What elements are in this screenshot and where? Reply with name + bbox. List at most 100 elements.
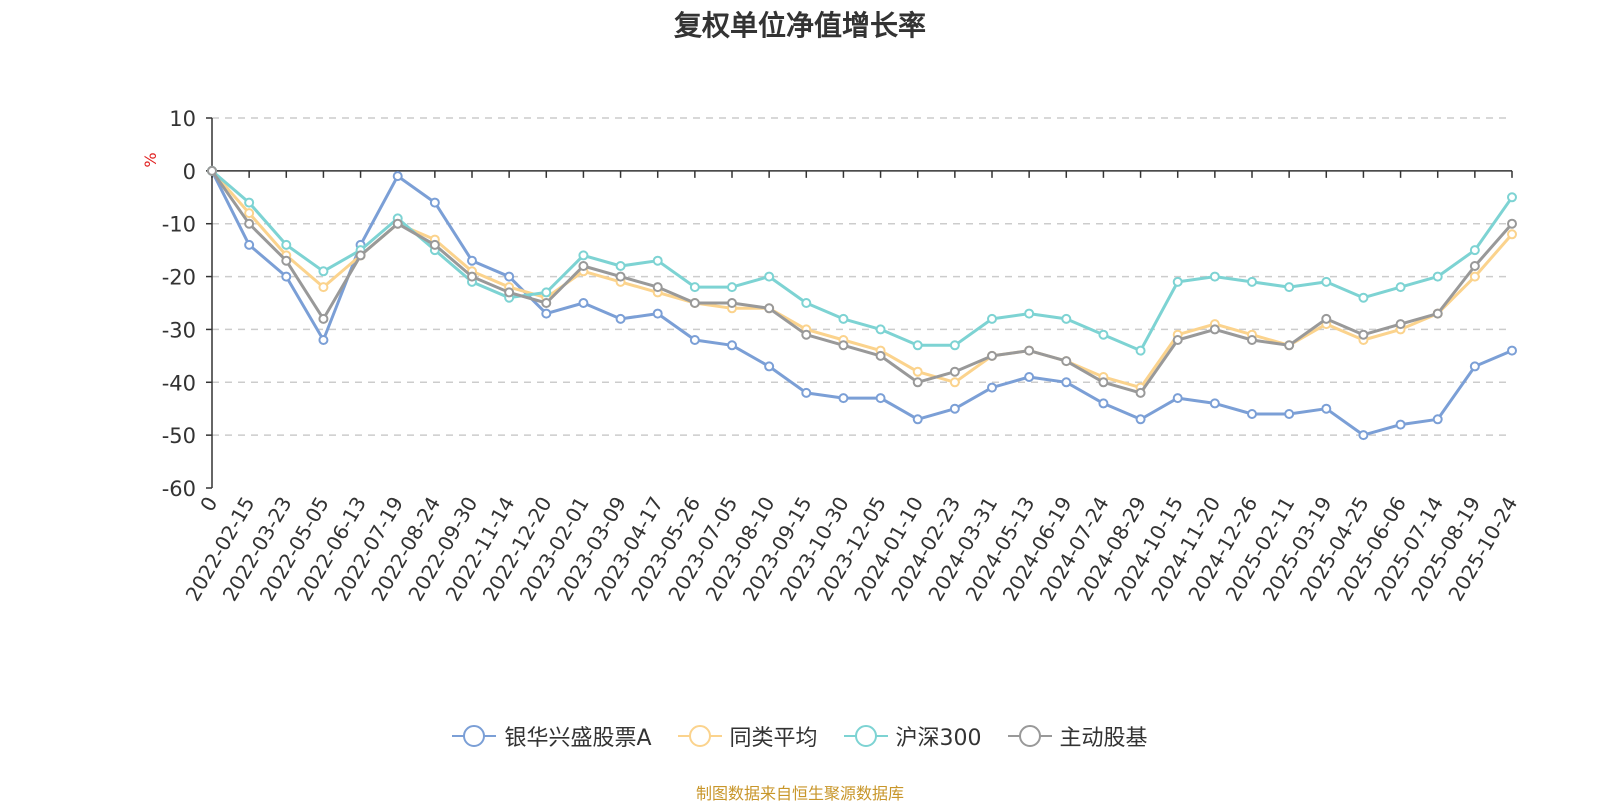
legend-marker-icon — [1007, 725, 1052, 747]
data-point — [355, 250, 366, 261]
data-point — [727, 282, 737, 293]
data-point — [244, 239, 255, 250]
data-point — [615, 271, 626, 282]
data-point — [1247, 335, 1257, 345]
legend: 银华兴盛股票A 同类平均 沪深300 主动股基 — [0, 720, 1600, 752]
data-point — [1172, 393, 1183, 404]
data-point — [1209, 324, 1220, 335]
data-point — [1469, 245, 1480, 256]
legend-item-peer-average[interactable]: 同类平均 — [677, 720, 818, 752]
legend-marker-icon — [452, 725, 497, 747]
data-source-note: 制图数据来自恒生聚源数据库 — [695, 784, 904, 803]
data-point — [281, 271, 292, 282]
data-point — [1135, 414, 1146, 425]
data-point — [1395, 282, 1406, 293]
data-point — [392, 218, 403, 229]
y-tick-label: -30 — [162, 318, 196, 342]
data-point — [541, 298, 552, 308]
data-point — [504, 271, 515, 282]
data-point — [1321, 313, 1332, 324]
series-line-0 — [210, 170, 1513, 437]
data-point — [912, 366, 923, 377]
data-point — [1358, 329, 1369, 340]
data-point — [504, 287, 515, 298]
data-point — [1507, 229, 1517, 240]
data-point — [1284, 409, 1295, 419]
data-point — [1024, 372, 1035, 382]
data-point — [281, 255, 292, 266]
data-point — [392, 171, 403, 182]
y-tick-label: 10 — [169, 107, 196, 131]
data-point — [1507, 218, 1517, 229]
data-point — [912, 414, 923, 425]
data-point — [1172, 276, 1183, 287]
data-point — [949, 377, 960, 388]
legend-label: 主动股基 — [1059, 726, 1148, 751]
data-point — [987, 313, 997, 324]
y-axis-unit: % — [141, 152, 160, 167]
data-point — [1432, 308, 1443, 319]
data-point — [987, 382, 997, 393]
data-point — [949, 403, 960, 414]
series-line-1 — [210, 169, 1514, 390]
y-tick-label: -10 — [162, 213, 196, 237]
data-point — [801, 387, 812, 398]
data-point — [652, 308, 663, 319]
data-point — [987, 350, 997, 361]
data-point — [1432, 414, 1443, 425]
data-point — [727, 340, 737, 351]
y-tick-label: 0 — [183, 160, 196, 184]
data-point — [875, 350, 886, 361]
data-point — [1061, 313, 1072, 324]
data-point — [1209, 398, 1220, 409]
data-point — [1284, 340, 1295, 351]
legend-item-active-equity[interactable]: 主动股基 — [1007, 720, 1148, 752]
data-point — [652, 255, 663, 266]
data-point — [801, 329, 812, 340]
data-point — [1321, 276, 1332, 287]
data-point — [244, 218, 255, 229]
legend-item-fund[interactable]: 银华兴盛股票A — [452, 720, 652, 752]
data-point — [207, 165, 217, 176]
data-point — [1507, 345, 1517, 356]
data-point — [281, 239, 292, 250]
data-point — [912, 377, 923, 388]
data-point — [838, 340, 849, 351]
data-point — [1098, 398, 1109, 409]
data-point — [1098, 377, 1109, 388]
data-point — [244, 197, 255, 208]
data-point — [578, 250, 589, 261]
data-point — [318, 313, 329, 324]
data-point — [578, 298, 589, 308]
data-point — [1469, 261, 1480, 271]
data-point — [801, 298, 812, 308]
data-point — [652, 282, 663, 293]
data-point — [838, 313, 849, 324]
data-point — [1135, 387, 1146, 398]
data-point — [318, 266, 329, 277]
data-point — [429, 239, 440, 250]
data-point — [1247, 409, 1257, 419]
data-point — [1321, 403, 1332, 414]
legend-item-csi300[interactable]: 沪深300 — [843, 720, 982, 752]
data-point — [244, 208, 255, 219]
data-point — [1024, 308, 1035, 319]
chart-title: 复权单位净值增长率 — [673, 9, 926, 42]
data-point — [318, 335, 329, 345]
data-point — [1172, 335, 1183, 345]
y-tick-label: -40 — [162, 371, 196, 395]
data-point — [1024, 345, 1035, 356]
data-point — [1395, 419, 1406, 430]
data-point — [689, 335, 700, 345]
data-point — [838, 393, 849, 404]
legend-label: 沪深300 — [895, 726, 982, 751]
data-point — [615, 313, 626, 324]
data-point — [1358, 292, 1369, 303]
series-line-3 — [210, 170, 1514, 395]
data-point — [1284, 282, 1295, 293]
legend-label: 银华兴盛股票A — [504, 726, 652, 751]
data-point — [1247, 276, 1257, 287]
data-point — [1432, 271, 1443, 282]
data-point — [1358, 430, 1369, 441]
